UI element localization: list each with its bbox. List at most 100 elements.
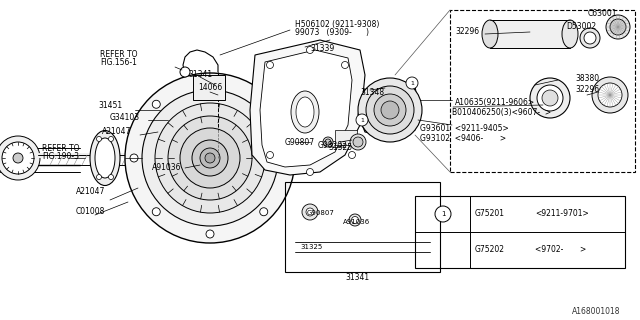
Text: G93601  <9211-9405>: G93601 <9211-9405> [420, 124, 509, 132]
Circle shape [109, 136, 113, 141]
Circle shape [537, 85, 563, 111]
Text: A168001018: A168001018 [572, 308, 620, 316]
Circle shape [13, 153, 23, 163]
Circle shape [374, 94, 406, 126]
Text: 31451: 31451 [98, 100, 122, 109]
Circle shape [206, 230, 214, 238]
Circle shape [366, 86, 414, 134]
Circle shape [598, 83, 622, 107]
Text: C01008: C01008 [76, 207, 106, 217]
Bar [285, 182, 440, 272]
Circle shape [152, 152, 164, 164]
Circle shape [142, 90, 278, 226]
Text: 32296: 32296 [455, 27, 479, 36]
Circle shape [358, 78, 422, 142]
Circle shape [580, 28, 600, 48]
Circle shape [282, 154, 290, 162]
Circle shape [351, 217, 358, 223]
Circle shape [2, 142, 34, 174]
Circle shape [168, 116, 252, 200]
Text: 31339: 31339 [310, 44, 334, 52]
Text: G34103: G34103 [110, 113, 140, 122]
Text: FIG.190-3: FIG.190-3 [42, 151, 79, 161]
Ellipse shape [296, 97, 314, 127]
Text: 31325: 31325 [328, 142, 352, 151]
Text: A10635(9211-9606>: A10635(9211-9606> [455, 98, 535, 107]
Text: 31341: 31341 [188, 69, 212, 78]
Circle shape [356, 114, 368, 126]
Text: FIG.156-1: FIG.156-1 [100, 58, 137, 67]
Polygon shape [250, 40, 365, 175]
Bar [335, 130, 357, 145]
Polygon shape [193, 75, 225, 100]
Circle shape [266, 151, 273, 158]
Circle shape [323, 137, 333, 147]
Bar [490, 20, 570, 48]
Circle shape [180, 128, 240, 188]
Ellipse shape [90, 131, 120, 186]
Circle shape [350, 134, 366, 150]
Text: A21047: A21047 [76, 188, 106, 196]
Text: G75202: G75202 [475, 245, 505, 254]
Circle shape [260, 100, 268, 108]
Circle shape [155, 103, 265, 213]
Text: G75201: G75201 [475, 210, 505, 219]
Circle shape [306, 208, 314, 216]
Circle shape [206, 78, 214, 86]
Circle shape [192, 140, 228, 176]
Circle shape [0, 136, 40, 180]
Circle shape [109, 174, 113, 180]
Polygon shape [358, 80, 418, 138]
Circle shape [180, 67, 190, 77]
Text: 14066: 14066 [198, 83, 222, 92]
Text: 32296: 32296 [575, 84, 599, 93]
Text: A21047: A21047 [102, 126, 131, 135]
Circle shape [307, 46, 314, 53]
Circle shape [97, 174, 102, 180]
Ellipse shape [95, 138, 115, 178]
Text: A91036: A91036 [343, 219, 371, 225]
Circle shape [130, 154, 138, 162]
Text: H506102 (9211-9308): H506102 (9211-9308) [295, 20, 380, 28]
Polygon shape [260, 50, 352, 167]
Ellipse shape [562, 20, 578, 48]
Circle shape [353, 137, 363, 147]
Bar [415, 196, 625, 268]
Text: 1: 1 [360, 117, 364, 123]
Text: 31341: 31341 [345, 274, 369, 283]
Text: G90807: G90807 [285, 138, 315, 147]
Circle shape [435, 206, 451, 222]
Circle shape [132, 150, 148, 166]
Circle shape [592, 77, 628, 113]
Circle shape [260, 208, 268, 216]
Ellipse shape [482, 20, 498, 48]
Circle shape [205, 153, 215, 163]
Circle shape [302, 204, 318, 220]
Text: <9211-9701>: <9211-9701> [535, 210, 589, 219]
Circle shape [135, 153, 145, 163]
Text: C63001: C63001 [588, 9, 618, 18]
Circle shape [307, 169, 314, 175]
Circle shape [530, 78, 570, 118]
Circle shape [584, 32, 596, 44]
Circle shape [325, 139, 331, 145]
Circle shape [152, 100, 160, 108]
Text: 1: 1 [410, 81, 414, 85]
Circle shape [606, 15, 630, 39]
Circle shape [406, 77, 418, 89]
Circle shape [97, 136, 102, 141]
Text: G93102  <9406-       >: G93102 <9406- > [420, 133, 506, 142]
Circle shape [266, 61, 273, 68]
Circle shape [610, 19, 626, 35]
Text: D53002: D53002 [566, 21, 596, 30]
Text: B010406250(3)<9607-  >: B010406250(3)<9607- > [452, 108, 551, 116]
Text: A91036: A91036 [152, 163, 182, 172]
Text: 31348: 31348 [360, 87, 384, 97]
Circle shape [349, 151, 355, 158]
Text: G98202: G98202 [318, 140, 348, 149]
Bar [450, 10, 635, 172]
Text: <9702-       >: <9702- > [535, 245, 586, 254]
Circle shape [349, 214, 361, 226]
Text: G90807: G90807 [307, 210, 335, 216]
Text: 1: 1 [441, 211, 445, 217]
